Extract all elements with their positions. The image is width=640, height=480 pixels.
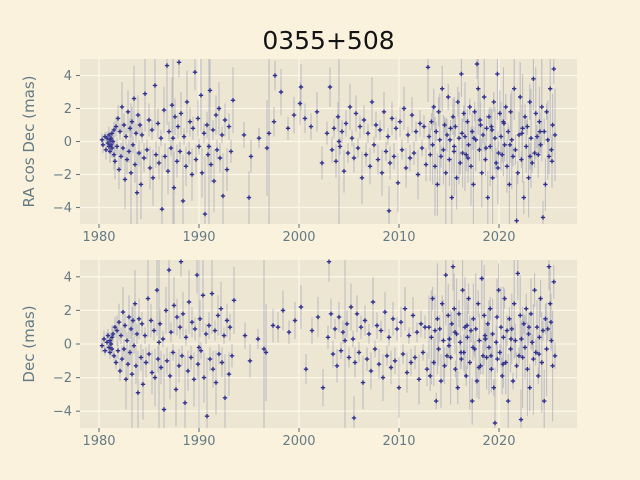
ra-panel-xtick-label: 2010 (382, 230, 415, 245)
ra-panel-markers (99, 60, 558, 223)
dec-panel-markers (99, 259, 558, 426)
ra-panel: 1980 1990 2000 2010 2020 −4 −2 0 2 4 RA cos Dec (m… (20, 59, 577, 245)
dec-panel-ytick-label: 0 (64, 338, 72, 353)
dec-panel-xtick-label: 2000 (282, 434, 315, 449)
ra-panel-ytick-label: 0 (64, 135, 72, 150)
chart-title: 0355+508 (262, 26, 395, 55)
dec-panel-ticks (76, 276, 500, 432)
dec-panel: 1980 1990 2000 2010 2020 −4 −2 0 2 4 Dec (mas) (20, 259, 577, 449)
dec-panel-tick-labels: 1980 1990 2000 2010 2020 −4 −2 0 2 4 (53, 270, 516, 449)
dec-panel-xtick-label: 1990 (182, 434, 215, 449)
ra-panel-tick-labels: 1980 1990 2000 2010 2020 −4 −2 0 2 4 (53, 69, 516, 245)
ra-panel-gridlines (80, 59, 577, 224)
dec-panel-xtick-label: 2010 (382, 434, 415, 449)
ra-panel-xtick-label: 2020 (482, 230, 515, 245)
ra-panel-ytick-label: 4 (64, 69, 72, 84)
dec-panel-gridlines (80, 260, 577, 428)
dec-panel-xtick-label: 1980 (82, 434, 115, 449)
ra-panel-ytick-label: −2 (53, 168, 72, 183)
dec-panel-ytick-label: −2 (53, 371, 72, 386)
ra-panel-ylabel: RA cos Dec (mas) (20, 76, 38, 208)
ra-panel-xtick-label: 1980 (82, 230, 115, 245)
ra-panel-ytick-label: 2 (64, 102, 72, 117)
dec-panel-ytick-label: −4 (53, 405, 72, 420)
dec-panel-ylabel: Dec (mas) (20, 305, 38, 382)
dec-panel-ytick-label: 2 (64, 304, 72, 319)
dec-panel-ytick-label: 4 (64, 270, 72, 285)
ra-panel-xtick-label: 2000 (282, 230, 315, 245)
ra-panel-ytick-label: −4 (53, 201, 72, 216)
ra-panel-ticks (76, 74, 500, 228)
dec-panel-xtick-label: 2020 (482, 434, 515, 449)
ra-panel-xtick-label: 1990 (182, 230, 215, 245)
